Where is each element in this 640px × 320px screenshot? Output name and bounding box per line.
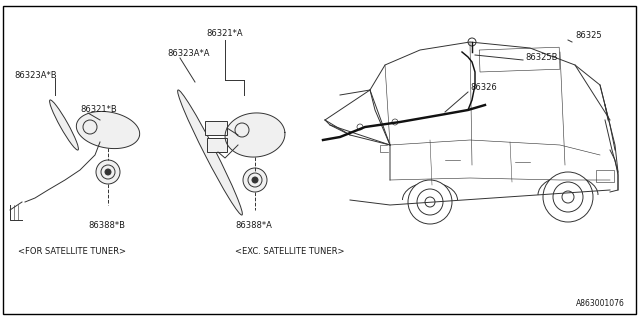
Circle shape — [408, 180, 452, 224]
Circle shape — [243, 168, 267, 192]
Circle shape — [417, 189, 443, 215]
Text: 86388*A: 86388*A — [235, 220, 272, 229]
Circle shape — [425, 197, 435, 207]
Circle shape — [543, 172, 593, 222]
Circle shape — [105, 169, 111, 175]
Circle shape — [248, 173, 262, 187]
Text: <FOR SATELLITE TUNER>: <FOR SATELLITE TUNER> — [18, 247, 126, 257]
Circle shape — [357, 124, 363, 130]
Text: A863001076: A863001076 — [576, 299, 625, 308]
Text: 86321*B: 86321*B — [80, 106, 116, 115]
Polygon shape — [76, 111, 140, 148]
Text: 86325: 86325 — [575, 30, 602, 39]
Bar — [479, 47, 560, 72]
Circle shape — [468, 38, 476, 46]
Circle shape — [83, 120, 97, 134]
Text: 86388*B: 86388*B — [88, 220, 125, 229]
Text: 86326: 86326 — [470, 84, 497, 92]
Ellipse shape — [178, 90, 243, 215]
Circle shape — [252, 177, 258, 183]
Text: 86323A*B: 86323A*B — [14, 70, 56, 79]
Text: 86321*A: 86321*A — [207, 28, 243, 37]
Polygon shape — [225, 113, 285, 157]
Ellipse shape — [49, 100, 79, 150]
Text: <EXC. SATELLITE TUNER>: <EXC. SATELLITE TUNER> — [235, 247, 344, 257]
Bar — [205, 121, 227, 135]
Circle shape — [392, 119, 398, 125]
Circle shape — [96, 160, 120, 184]
Bar — [207, 138, 227, 152]
Text: 86325B: 86325B — [525, 53, 557, 62]
Circle shape — [562, 191, 574, 203]
Circle shape — [101, 165, 115, 179]
Bar — [596, 170, 614, 182]
Text: 86323A*A: 86323A*A — [167, 49, 209, 58]
Circle shape — [235, 123, 249, 137]
Circle shape — [553, 182, 583, 212]
